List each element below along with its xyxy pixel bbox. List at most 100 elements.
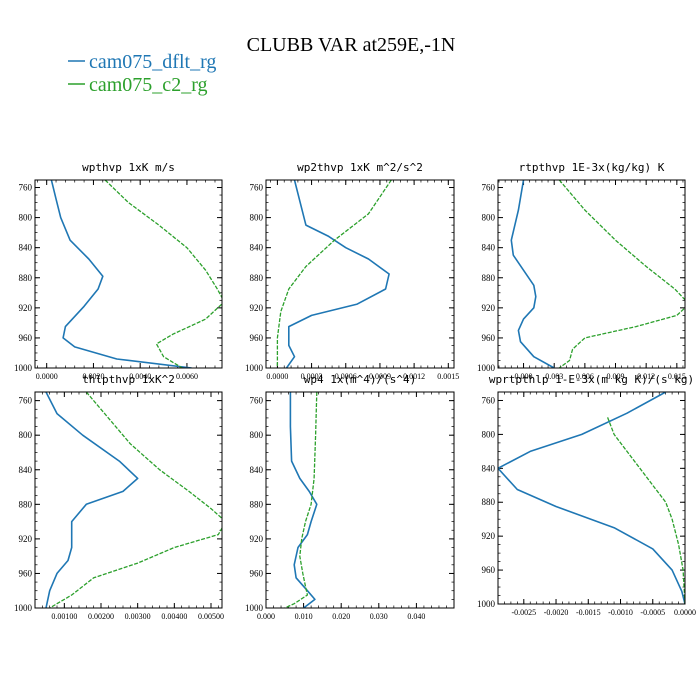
y-tick-label: 960 [250, 333, 264, 343]
x-tick-label: 0.0012 [403, 372, 425, 381]
y-tick-label: 840 [482, 243, 496, 253]
x-tick-label: 0.010 [295, 612, 313, 621]
y-tick-label: 800 [250, 213, 264, 223]
y-tick-label: 880 [482, 273, 496, 283]
x-tick-label: 0.00100 [51, 612, 77, 621]
x-tick-label: 0.040 [407, 612, 425, 621]
y-tick-label: 800 [482, 429, 496, 439]
panel-title: wprtpthlp 1-E-3x(m kg K)/(s kg) [489, 373, 694, 386]
y-tick-label: 920 [250, 303, 264, 313]
x-tick-label: 0.006 [576, 372, 594, 381]
panel-frame [34, 179, 223, 369]
series-line-cam075_c2_rg [284, 392, 318, 608]
y-tick-label: 800 [482, 213, 496, 223]
x-tick-label: 0.00500 [198, 612, 224, 621]
series-line-cam075_c2_rg [606, 417, 685, 604]
figure-title: CLUBB VAR at259E,-1N [247, 34, 456, 56]
x-tick-label: 0.0040 [129, 372, 151, 381]
y-tick-label: 1000 [14, 603, 33, 613]
x-tick-label: 0.003 [545, 372, 563, 381]
panel-frame [34, 391, 223, 609]
series-line-cam075_dflt_rg [510, 180, 555, 368]
panel-title: thlpthvp 1xK^2 [82, 373, 175, 386]
panel-3: rtpthvp 1E-3x(kg/kg) K 760 800 840 880 920 960… [477, 161, 686, 381]
series-line-cam075_dflt_rg [50, 180, 192, 368]
x-tick-label: 0.0000 [266, 372, 288, 381]
panel-4: thlpthvp 1xK^2 760 800 840 880 920 960 1000 0.00… [14, 373, 224, 621]
y-tick-label: 840 [250, 243, 264, 253]
legend-label-dflt: cam075_dflt_rg [89, 51, 216, 73]
y-tick-label: 880 [19, 273, 33, 283]
y-tick-label: 760 [19, 396, 33, 406]
y-tick-label: 760 [482, 395, 496, 405]
y-tick-label: 840 [482, 463, 496, 473]
y-tick-label: 800 [19, 430, 33, 440]
y-tick-label: 1000 [245, 363, 264, 373]
x-tick-label: 0.0015 [437, 372, 459, 381]
y-tick-label: 760 [482, 183, 496, 193]
y-tick-label: 880 [250, 273, 264, 283]
y-tick-label: 760 [250, 396, 264, 406]
y-tick-label: 760 [250, 183, 264, 193]
x-tick-label: 0.009 [607, 372, 625, 381]
x-tick-label: 0.012 [637, 372, 655, 381]
panel-frame [497, 391, 686, 605]
series-line-cam075_dflt_rg [45, 392, 139, 608]
series-line-cam075_dflt_rg [285, 180, 390, 368]
y-tick-label: 920 [250, 534, 264, 544]
x-tick-label: 0.000 [515, 372, 533, 381]
x-tick-label: 0.000 [257, 612, 275, 621]
legend-label-c2: cam075_c2_rg [89, 74, 208, 96]
y-tick-label: 920 [19, 303, 33, 313]
x-tick-label: 0.0003 [301, 372, 323, 381]
y-tick-label: 800 [19, 213, 33, 223]
x-tick-label: -0.0025 [511, 608, 536, 617]
panel-frame [265, 179, 455, 369]
panel-title: wp4 1x(m^4)/(s^4) [304, 373, 417, 386]
x-tick-label: 0.015 [668, 372, 686, 381]
y-tick-label: 960 [482, 333, 496, 343]
y-tick-label: 920 [482, 303, 496, 313]
y-tick-label: 880 [19, 499, 33, 509]
y-tick-label: 880 [250, 499, 264, 509]
y-tick-label: 1000 [14, 363, 33, 373]
y-tick-label: 880 [482, 497, 496, 507]
panel-title: rtpthvp 1E-3x(kg/kg) K [519, 161, 665, 174]
y-tick-label: 1000 [245, 603, 264, 613]
panel-grid: wpthvp 1xK m/s76080084088092096010000.00… [14, 161, 696, 621]
y-tick-label: 1000 [477, 599, 496, 609]
x-tick-label: 0.020 [332, 612, 350, 621]
x-tick-label: 0.0020 [82, 372, 104, 381]
panel-frame [497, 179, 686, 369]
y-tick-label: 960 [19, 568, 33, 578]
y-tick-label: 760 [19, 183, 33, 193]
x-tick-label: -0.0015 [576, 608, 601, 617]
x-tick-label: 0.0000 [674, 608, 696, 617]
x-tick-label: -0.0005 [640, 608, 665, 617]
series-line-cam075_c2_rg [49, 392, 222, 608]
panel-frame [265, 391, 455, 609]
x-tick-label: 0.0006 [335, 372, 357, 381]
y-tick-label: 840 [250, 465, 264, 475]
y-tick-label: 920 [482, 531, 496, 541]
y-tick-label: 840 [19, 243, 33, 253]
series-line-cam075_dflt_rg [498, 392, 685, 604]
panel-6: wprtpthlp 1-E-3x(m kg K)/(s kg) 760 800 840… [477, 373, 696, 617]
y-tick-label: 960 [19, 333, 33, 343]
x-tick-label: 0.030 [370, 612, 388, 621]
legend: cam075_dflt_rg cam075_c2_rg [68, 51, 216, 96]
series-line-cam075_dflt_rg [289, 392, 318, 608]
x-tick-label: -0.0010 [608, 608, 633, 617]
x-tick-label: 0.00300 [125, 612, 151, 621]
x-tick-label: 0.00400 [161, 612, 187, 621]
series-line-cam075_c2_rg [276, 180, 392, 368]
y-tick-label: 960 [250, 568, 264, 578]
x-tick-label: 0.0009 [369, 372, 391, 381]
y-tick-label: 920 [19, 534, 33, 544]
x-tick-label: 0.0060 [176, 372, 198, 381]
y-tick-label: 1000 [477, 363, 496, 373]
x-tick-label: 0.0000 [36, 372, 58, 381]
series-line-cam075_c2_rg [104, 180, 222, 368]
panel-title: wpthvp 1xK m/s [82, 161, 175, 174]
